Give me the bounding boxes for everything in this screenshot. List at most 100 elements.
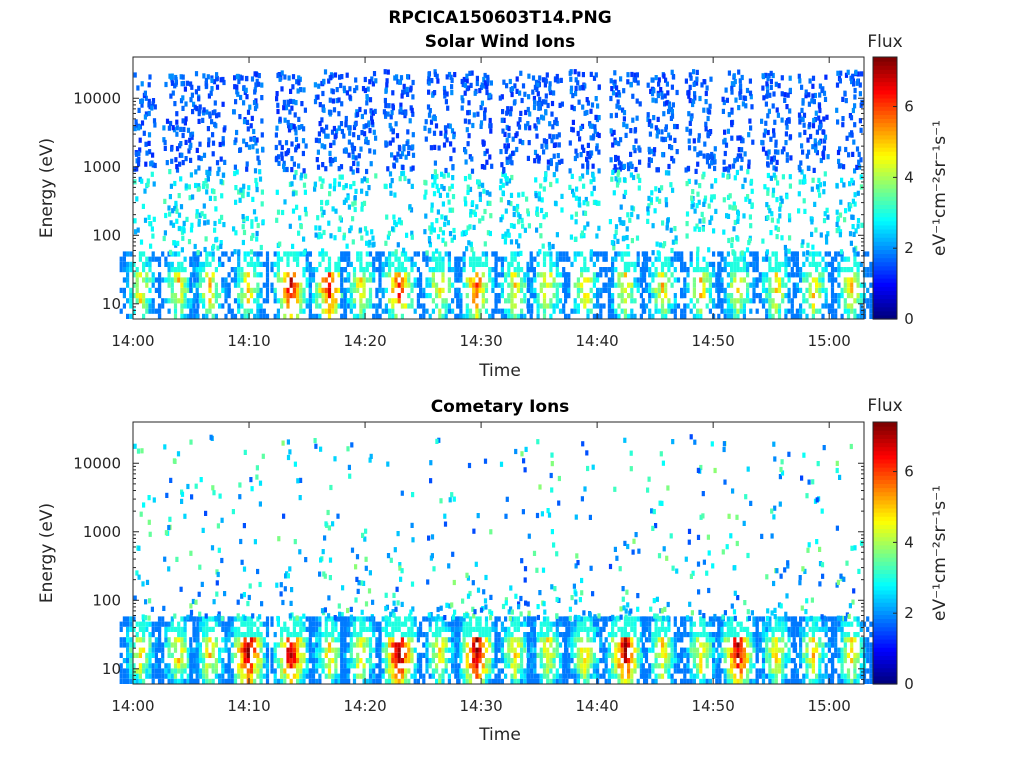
heatmap-cell [592, 272, 596, 278]
heatmap-cell [180, 226, 184, 232]
heatmap-cell [151, 632, 155, 638]
heatmap-cell [321, 287, 325, 293]
heatmap-cell [273, 652, 277, 658]
heatmap-cell [730, 135, 734, 141]
heatmap-cell [390, 152, 394, 158]
heatmap-cell [469, 241, 473, 247]
heatmap-cell [386, 234, 390, 240]
heatmap-cell [187, 184, 191, 190]
heatmap-cell [145, 673, 149, 679]
heatmap-cell [797, 191, 801, 197]
heatmap-cell [298, 215, 302, 221]
heatmap-cell [378, 298, 382, 304]
heatmap-cell [129, 298, 133, 304]
heatmap-cell [359, 251, 363, 257]
heatmap-cell [586, 100, 590, 106]
heatmap-cell [180, 282, 184, 288]
heatmap-cell [604, 251, 608, 257]
heatmap-cell [760, 139, 764, 146]
heatmap-cell [208, 170, 212, 176]
heatmap-cell [638, 159, 642, 165]
heatmap-cell [170, 287, 174, 293]
heatmap-cell [827, 272, 831, 278]
heatmap-cell [410, 267, 414, 273]
heatmap-cell [216, 170, 220, 177]
heatmap-cell [433, 90, 437, 96]
heatmap-cell [318, 282, 322, 288]
heatmap-cell [569, 76, 573, 82]
heatmap-cell [648, 298, 652, 304]
heatmap-cell [147, 98, 151, 104]
heatmap-cell [548, 133, 552, 139]
heatmap-cell [183, 513, 187, 519]
heatmap-cell [627, 261, 631, 267]
heatmap-cell [135, 673, 139, 679]
heatmap-cell [183, 298, 187, 304]
heatmap-cell [467, 173, 472, 179]
heatmap-cell [254, 216, 258, 222]
heatmap-cell [273, 261, 277, 267]
heatmap-cell [283, 117, 287, 123]
heatmap-cell [276, 267, 280, 273]
heatmap-cell [221, 287, 225, 293]
heatmap-cell [179, 74, 183, 80]
heatmap-cell [193, 256, 197, 262]
heatmap-cell [717, 303, 721, 309]
heatmap-cell [251, 232, 255, 239]
heatmap-cell [752, 282, 756, 288]
heatmap-cell [814, 110, 818, 116]
heatmap-cell [549, 261, 553, 267]
heatmap-cell [818, 308, 822, 314]
heatmap-cell [292, 293, 296, 299]
heatmap-cell [680, 293, 684, 299]
heatmap-cell [388, 272, 392, 278]
heatmap-cell [332, 140, 336, 146]
heatmap-cell [270, 663, 274, 669]
heatmap-cell [157, 621, 162, 627]
heatmap-cell [736, 267, 740, 273]
heatmap-cell [802, 293, 806, 299]
heatmap-cell [699, 293, 703, 299]
heatmap-cell [530, 267, 534, 273]
heatmap-cell [409, 207, 414, 213]
heatmap-cell [725, 213, 729, 219]
heatmap-cell [802, 298, 806, 304]
heatmap-cell [205, 678, 209, 684]
heatmap-cell [197, 85, 201, 91]
heatmap-cell [242, 183, 246, 189]
heatmap-cell [451, 175, 455, 181]
heatmap-cell [815, 184, 820, 190]
heatmap-cell [283, 251, 287, 257]
heatmap-cell [342, 85, 346, 91]
heatmap-cell [141, 203, 145, 209]
heatmap-cell [708, 272, 712, 278]
heatmap-cell [774, 272, 778, 278]
heatmap-cell [811, 75, 816, 81]
colorbar-segment [873, 245, 897, 250]
heatmap-cell [707, 203, 711, 209]
heatmap-cell [265, 621, 270, 627]
heatmap-cell [148, 632, 152, 638]
heatmap-cell [138, 293, 142, 299]
heatmap-cell [153, 122, 157, 128]
heatmap-cell [262, 298, 266, 304]
heatmap-cell [360, 188, 364, 194]
heatmap-cell [208, 261, 212, 267]
heatmap-cell [157, 626, 162, 632]
colorbar-segment [873, 265, 897, 271]
heatmap-cell [215, 75, 219, 82]
heatmap-cell [741, 138, 745, 144]
heatmap-cell [520, 217, 524, 223]
heatmap-cell [179, 98, 184, 104]
heatmap-cell [169, 477, 173, 483]
heatmap-cell [573, 69, 577, 75]
heatmap-cell [765, 298, 769, 304]
heatmap-cell [308, 287, 312, 293]
heatmap-cell [470, 156, 474, 162]
heatmap-cell [657, 256, 661, 262]
heatmap-cell [235, 169, 239, 175]
heatmap-cell [599, 267, 603, 273]
heatmap-cell [372, 256, 376, 262]
heatmap-cell [549, 251, 553, 257]
heatmap-cell [478, 88, 482, 94]
